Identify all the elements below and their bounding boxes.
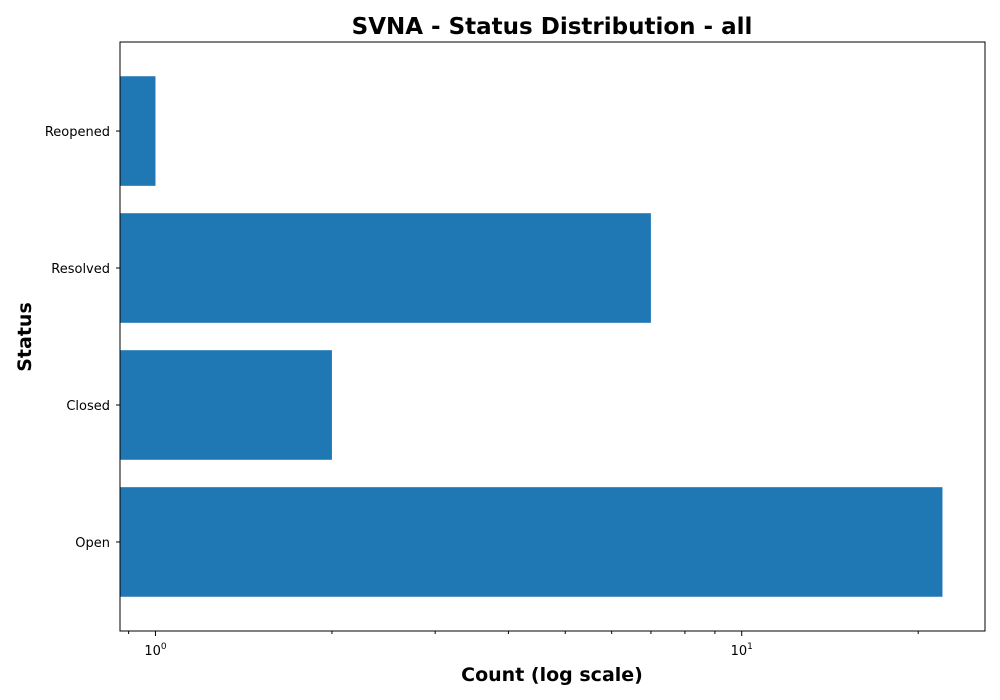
y-tick-label: Resolved bbox=[51, 262, 110, 277]
y-tick-label: Reopened bbox=[45, 125, 110, 140]
x-tick-label: 101 bbox=[731, 642, 753, 659]
bar-open bbox=[120, 487, 943, 597]
chart-title: SVNA - Status Distribution - all bbox=[352, 14, 753, 40]
y-axis: Open Closed Resolved Reopened bbox=[45, 125, 120, 551]
y-tick-label: Closed bbox=[66, 399, 110, 414]
y-tick-label: Open bbox=[75, 536, 110, 551]
bar-closed bbox=[120, 350, 332, 460]
bar-reopened bbox=[120, 76, 156, 186]
x-axis-label: Count (log scale) bbox=[461, 664, 643, 686]
plot-frame bbox=[119, 41, 986, 632]
bars bbox=[120, 76, 943, 597]
y-axis-label: Status bbox=[14, 302, 36, 372]
x-axis: 100 101 bbox=[128, 631, 919, 659]
x-tick-label: 100 bbox=[144, 642, 167, 659]
bar-resolved bbox=[120, 213, 651, 323]
